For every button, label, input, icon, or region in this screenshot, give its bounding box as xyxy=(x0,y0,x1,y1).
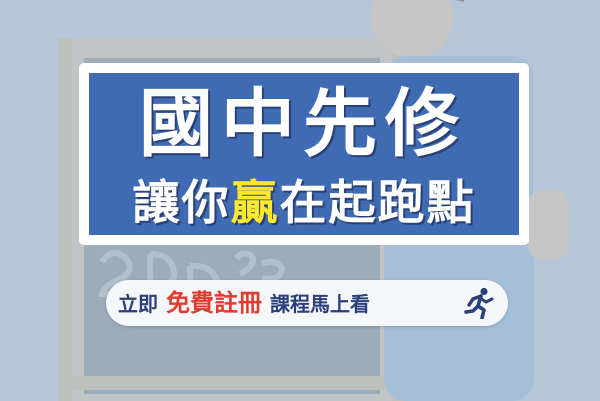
headline-panel xyxy=(79,63,529,245)
cta-prefix: 立即 xyxy=(118,292,158,316)
headline-block: 國中先修 讓你贏在起跑點 xyxy=(78,62,530,247)
running-person-icon xyxy=(464,287,494,319)
headline-highlight-word: 贏 xyxy=(230,176,280,231)
cta-label: 立即 免費註冊 課程馬上看 xyxy=(118,280,370,326)
headline-subtitle: 讓你贏在起跑點 xyxy=(92,175,516,233)
cta-emphasis: 免費註冊 xyxy=(166,289,262,317)
register-cta-button[interactable]: 立即 免費註冊 課程馬上看 xyxy=(106,280,508,326)
headline-subtitle-prefix: 讓你 xyxy=(132,176,231,231)
cta-suffix: 課程馬上看 xyxy=(270,292,370,316)
headline-subtitle-suffix: 在起跑點 xyxy=(279,176,476,231)
headline-title: 國中先修 xyxy=(139,81,467,167)
